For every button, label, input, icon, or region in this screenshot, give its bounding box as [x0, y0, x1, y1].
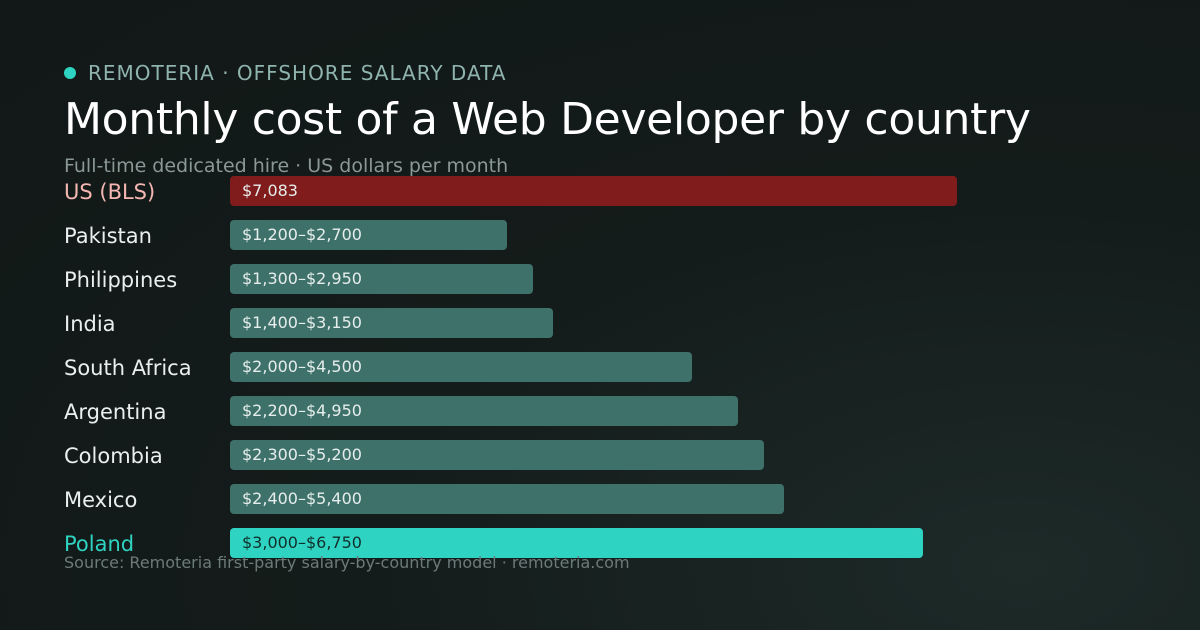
category-label: Pakistan	[64, 224, 152, 248]
chart-subtitle: Full-time dedicated hire · US dollars pe…	[64, 155, 509, 177]
category-label: US (BLS)	[64, 180, 156, 204]
bar-value-label: $1,400–$3,150	[242, 313, 362, 332]
bar: $1,200–$2,700	[230, 220, 507, 250]
category-label: Argentina	[64, 400, 167, 424]
brand-header: REMOTERIA · OFFSHORE SALARY DATA	[64, 61, 506, 85]
bar: $2,400–$5,400	[230, 484, 784, 514]
category-label: South Africa	[64, 356, 192, 380]
chart-title: Monthly cost of a Web Developer by count…	[64, 94, 1031, 145]
category-label: Philippines	[64, 268, 178, 292]
bar: $3,000–$6,750	[230, 528, 923, 558]
bar: $1,300–$2,950	[230, 264, 533, 294]
bar-value-label: $2,000–$4,500	[242, 357, 362, 376]
bar-value-label: $7,083	[242, 181, 298, 200]
bar: $7,083	[230, 176, 957, 206]
bar: $1,400–$3,150	[230, 308, 553, 338]
bar: $2,200–$4,950	[230, 396, 738, 426]
bar-value-label: $1,200–$2,700	[242, 225, 362, 244]
category-label: Poland	[64, 532, 135, 556]
category-label: India	[64, 312, 116, 336]
bar-value-label: $3,000–$6,750	[242, 533, 362, 552]
bar: $2,300–$5,200	[230, 440, 764, 470]
bar-value-label: $2,300–$5,200	[242, 445, 362, 464]
bar-value-label: $2,200–$4,950	[242, 401, 362, 420]
category-label: Mexico	[64, 488, 138, 512]
bar: $2,000–$4,500	[230, 352, 692, 382]
bar-value-label: $2,400–$5,400	[242, 489, 362, 508]
brand-dot-icon	[64, 67, 76, 79]
source-note: Source: Remoteria first-party salary-by-…	[64, 553, 630, 572]
category-label: Colombia	[64, 444, 163, 468]
brand-label: REMOTERIA · OFFSHORE SALARY DATA	[88, 61, 507, 85]
bar-value-label: $1,300–$2,950	[242, 269, 362, 288]
